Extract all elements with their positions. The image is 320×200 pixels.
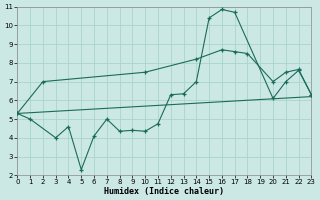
X-axis label: Humidex (Indice chaleur): Humidex (Indice chaleur)	[104, 187, 224, 196]
